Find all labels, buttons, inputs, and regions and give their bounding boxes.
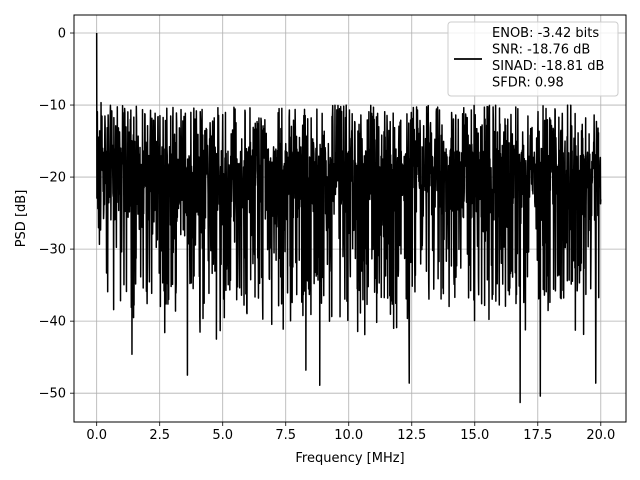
plot-frame bbox=[73, 14, 627, 423]
y-tick-label: 0 bbox=[58, 27, 66, 42]
y-tick-label: −40 bbox=[39, 315, 66, 330]
y-tick-label: −10 bbox=[39, 99, 66, 114]
x-tick-label: 2.5 bbox=[149, 428, 170, 443]
legend-sinad: SINAD: -18.81 dB bbox=[492, 59, 604, 74]
y-axis-ticks: 0 −10 −20 −30 −40 −50 bbox=[39, 27, 74, 402]
y-tick-label: −30 bbox=[39, 243, 66, 258]
x-axis-ticks: 0.0 2.5 5.0 7.5 10.0 12.5 15.0 17.5 20.0 bbox=[86, 422, 615, 443]
x-tick-label: 15.0 bbox=[460, 428, 489, 443]
x-axis-label: Frequency [MHz] bbox=[295, 451, 404, 466]
y-tick-label: −50 bbox=[39, 387, 66, 402]
legend-sfdr: SFDR: 0.98 bbox=[492, 76, 564, 91]
legend-box bbox=[447, 21, 619, 97]
legend-enob: ENOB: -3.42 bits bbox=[492, 26, 599, 41]
legend-snr: SNR: -18.76 dB bbox=[492, 43, 590, 58]
x-tick-label: 5.0 bbox=[212, 428, 233, 443]
y-tick-label: −20 bbox=[39, 171, 66, 186]
psd-series bbox=[95, 33, 602, 404]
x-tick-label: 0.0 bbox=[86, 428, 107, 443]
psd-line bbox=[95, 33, 602, 404]
x-tick-label: 20.0 bbox=[586, 428, 615, 443]
x-tick-label: 7.5 bbox=[275, 428, 296, 443]
x-tick-label: 17.5 bbox=[523, 428, 552, 443]
x-tick-label: 10.0 bbox=[334, 428, 363, 443]
y-axis-label: PSD [dB] bbox=[14, 190, 29, 248]
legend: ENOB: -3.42 bits SNR: -18.76 dB SINAD: -… bbox=[447, 21, 619, 97]
x-tick-label: 12.5 bbox=[397, 428, 426, 443]
